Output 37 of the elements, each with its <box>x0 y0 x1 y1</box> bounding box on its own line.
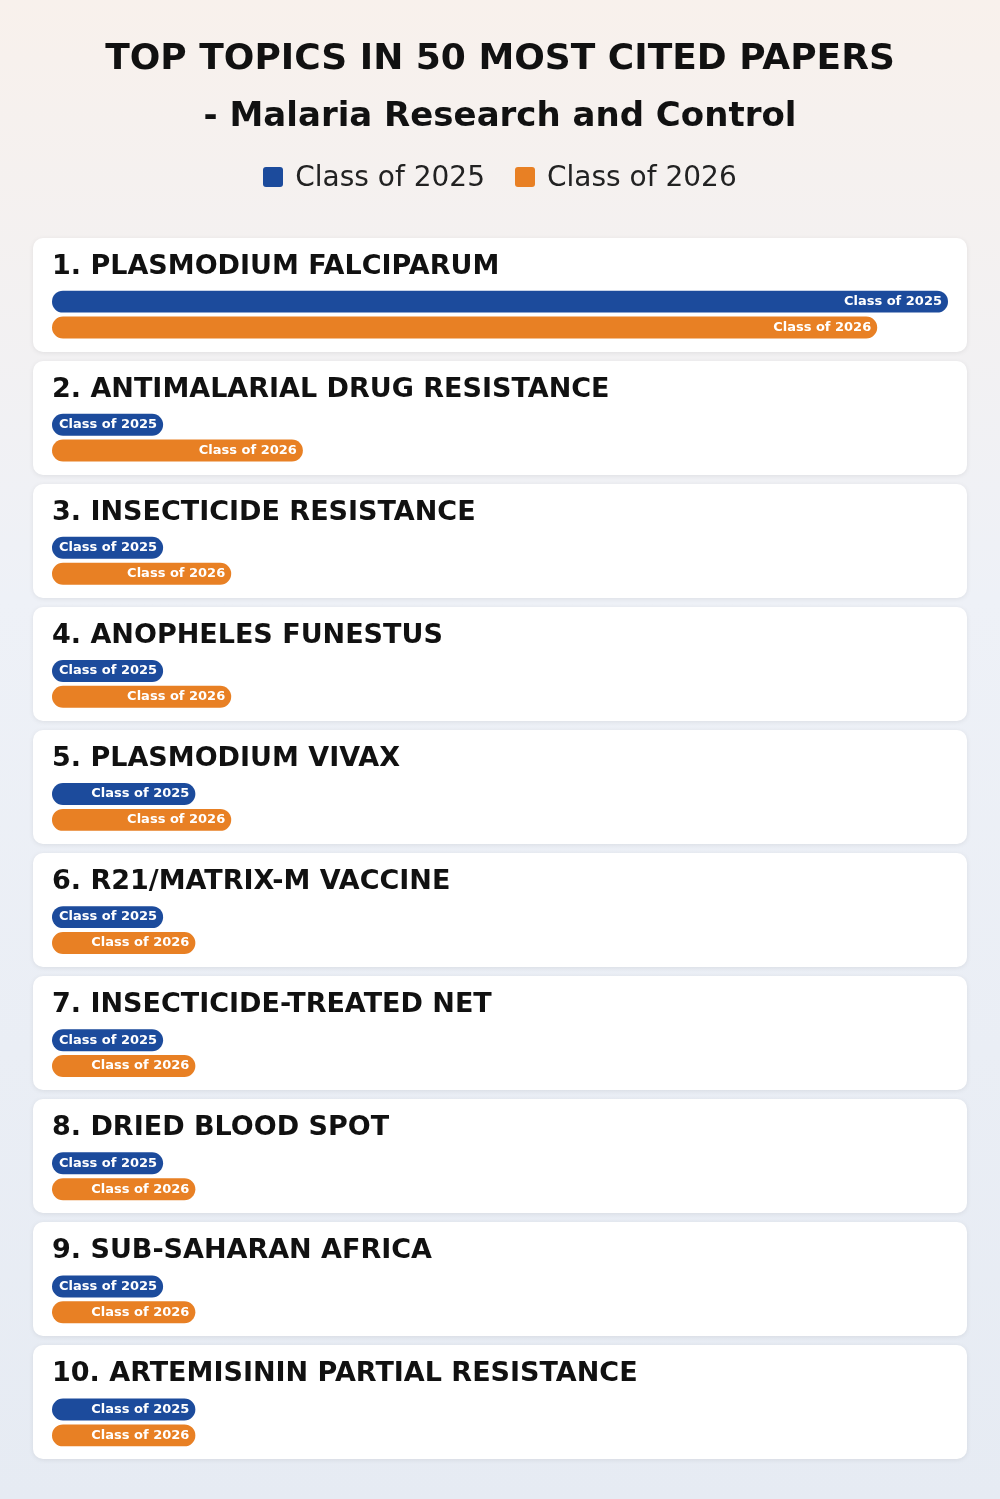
text: Class of 2026 <box>198 441 297 457</box>
legend-label: Class of 2025 <box>295 160 485 193</box>
text: Class of 2026 <box>773 318 872 334</box>
y-tick-label: 10. ARTEMISININ PARTIAL RESISTANCE <box>52 1356 638 1388</box>
y-tick-label: 6. R21/MATRIX-M VACCINE <box>52 864 451 896</box>
text: Class of 2025 <box>59 1031 158 1047</box>
text: Class of 2025 <box>59 539 158 555</box>
text: Class of 2026 <box>91 1057 190 1073</box>
text: Class of 2025 <box>59 1154 158 1170</box>
y-tick-label: 7. INSECTICIDE-TREATED NET <box>52 987 493 1019</box>
text: Class of 2025 <box>91 1400 190 1416</box>
text: Class of 2025 <box>59 662 158 678</box>
y-tick-label: 8. DRIED BLOOD SPOT <box>52 1110 390 1142</box>
text: Class of 2025 <box>59 416 158 432</box>
y-tick-label: 5. PLASMODIUM VIVAX <box>52 740 401 772</box>
text: Class of 2026 <box>91 1426 190 1442</box>
y-tick-label: 1. PLASMODIUM FALCIPARUM <box>52 248 500 280</box>
bar <box>52 290 948 313</box>
y-tick-label: 4. ANOPHELES FUNESTUS <box>52 617 443 649</box>
text: Class of 2026 <box>91 934 190 950</box>
chart-title: TOP TOPICS IN 50 MOST CITED PAPERS <box>104 36 896 77</box>
y-tick-label: 3. INSECTICIDE RESISTANCE <box>52 494 476 526</box>
bar <box>52 316 878 339</box>
text: Class of 2026 <box>91 1180 190 1196</box>
chart-subtitle: - Malaria Research and Control <box>202 94 798 134</box>
bar <box>52 439 303 462</box>
text: Class of 2025 <box>59 908 158 924</box>
y-tick-label: 2. ANTIMALARIAL DRUG RESISTANCE <box>52 371 610 403</box>
y-tick-label: 9. SUB-SAHARAN AFRICA <box>52 1233 433 1265</box>
text: Class of 2025 <box>91 785 190 801</box>
text: Class of 2025 <box>59 1277 158 1293</box>
legend-label: Class of 2026 <box>547 160 737 193</box>
text: Class of 2026 <box>127 565 226 581</box>
text: Class of 2025 <box>843 293 942 308</box>
text: Class of 2026 <box>127 811 226 827</box>
text: Class of 2026 <box>127 688 226 704</box>
text: Class of 2026 <box>91 1303 190 1319</box>
